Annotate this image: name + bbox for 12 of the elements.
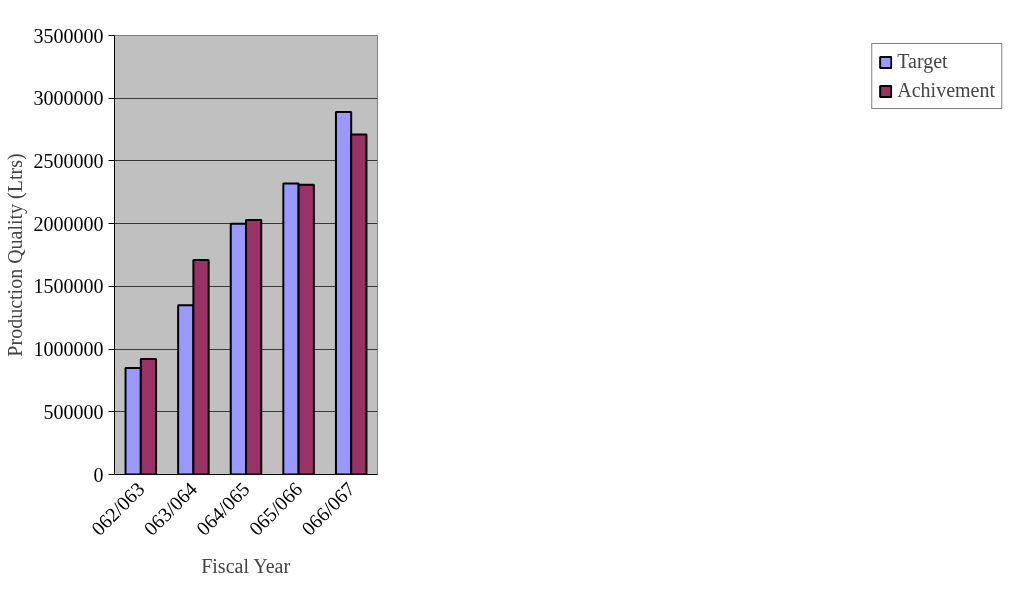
- y-tick-label: 1000000: [33, 338, 104, 361]
- y-tick-label: 2000000: [33, 212, 104, 235]
- x-axis-title: Fiscal Year: [201, 555, 291, 578]
- y-tick-label: 500000: [43, 400, 104, 423]
- legend-label: Achivement: [897, 79, 995, 102]
- y-axis-title: Production Quality (Ltrs): [3, 153, 27, 357]
- legend-label: Target: [897, 50, 948, 73]
- y-tick-label: 1500000: [33, 275, 104, 298]
- y-tick-label: 0: [93, 463, 104, 486]
- y-tick-label: 3500000: [33, 24, 104, 47]
- y-tick-label: 3000000: [33, 87, 104, 110]
- y-tick-label: 2500000: [33, 149, 104, 172]
